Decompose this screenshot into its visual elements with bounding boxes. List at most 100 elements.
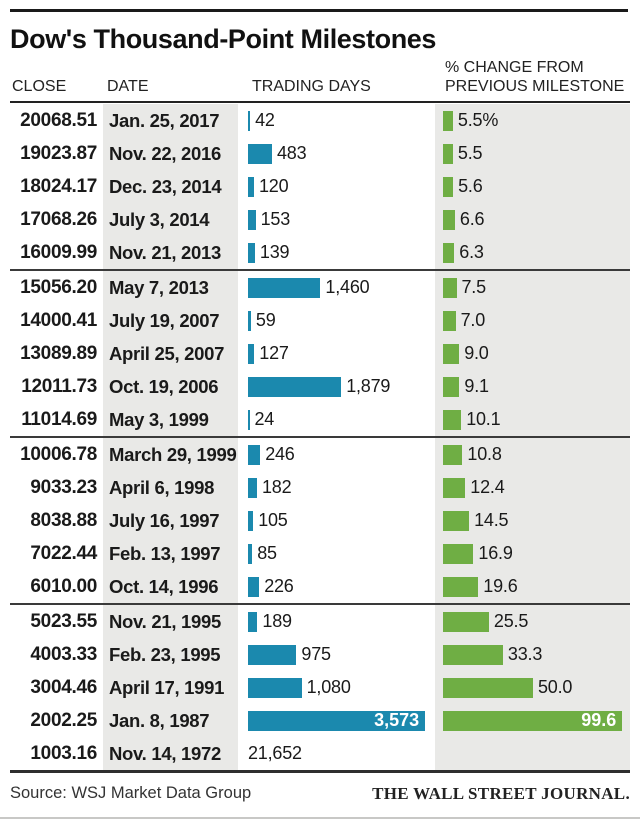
pct-change-bar [443, 444, 463, 465]
date-value: May 3, 1999 [103, 403, 238, 436]
pct-change-cell: 6.6 [435, 203, 630, 236]
trading-days-bar [248, 343, 255, 364]
pct-change-cell: 19.6 [435, 570, 630, 603]
trading-days-cell: 1,460 [238, 271, 435, 304]
pct-change-cell: 6.3 [435, 236, 630, 269]
date-value: Feb. 13, 1997 [103, 537, 238, 570]
pct-change-bar [443, 510, 470, 531]
pct-change-value: 10.8 [467, 444, 502, 464]
trading-days-bar [248, 510, 254, 531]
trading-days-cell: 85 [238, 537, 435, 570]
pct-change-cell: 9.0 [435, 337, 630, 370]
date-value: Feb. 23, 1995 [103, 638, 238, 671]
trading-days-cell: 21,652 [238, 737, 435, 770]
date-value: July 3, 2014 [103, 203, 238, 236]
col-header-trading-days: TRADING DAYS [252, 78, 371, 95]
table-row: 20068.51 Jan. 25, 2017 42 5.5% [10, 104, 630, 137]
date-value: July 16, 1997 [103, 504, 238, 537]
pct-change-cell: 16.9 [435, 537, 630, 570]
table-row: 8038.88 July 16, 1997 105 14.5 [10, 504, 630, 537]
table-row: 15056.20 May 7, 2013 1,460 7.5 [10, 271, 630, 304]
trading-days-value: 127 [259, 343, 289, 363]
table-row: 7022.44 Feb. 13, 1997 85 16.9 [10, 537, 630, 570]
close-value: 15056.20 [20, 276, 97, 298]
table-row: 17068.26 July 3, 2014 153 6.6 [10, 203, 630, 236]
column-headers: CLOSE DATE TRADING DAYS % CHANGE FROM PR… [10, 55, 630, 99]
trading-days-cell: 246 [238, 438, 435, 471]
col-header-pct-line2: PREVIOUS MILESTONE [445, 78, 625, 95]
pct-change-value: 16.9 [478, 543, 513, 563]
chart-title: Dow's Thousand-Point Milestones [10, 24, 437, 54]
trading-days-cell: 105 [238, 504, 435, 537]
trading-days-value: 246 [265, 444, 295, 464]
table-row: 10006.78 March 29, 1999 246 10.8 [10, 438, 630, 471]
pct-change-value: 19.6 [483, 576, 518, 596]
table-row: 12011.73 Oct. 19, 2006 1,879 9.1 [10, 370, 630, 403]
date-value: Oct. 14, 1996 [103, 570, 238, 603]
close-value: 11014.69 [21, 408, 97, 430]
pct-change-cell: 50.0 [435, 671, 630, 704]
trading-days-value: 59 [255, 310, 276, 330]
pct-change-value: 7.0 [460, 310, 486, 330]
pct-change-cell [435, 737, 630, 770]
date-value: May 7, 2013 [103, 271, 238, 304]
col-header-pct-change: % CHANGE FROM PREVIOUS MILESTONE [445, 58, 624, 96]
close-value: 7022.44 [30, 542, 97, 564]
trading-days-bar [248, 143, 272, 164]
trading-days-cell: 226 [238, 570, 435, 603]
trading-days-cell: 182 [238, 471, 435, 504]
close-value: 13089.89 [20, 342, 97, 364]
pct-change-cell: 10.8 [435, 438, 630, 471]
close-value: 12011.73 [21, 375, 97, 397]
table-row: 18024.17 Dec. 23, 2014 120 5.6 [10, 170, 630, 203]
milestone-group: 5023.55 Nov. 21, 1995 189 25.5 4003.33 Feb. 2… [10, 603, 630, 770]
milestones-table: 20068.51 Jan. 25, 2017 42 5.5% 19023.87 Nov. … [10, 104, 630, 773]
pct-change-bar [443, 343, 460, 364]
trading-days-cell: 975 [238, 638, 435, 671]
pct-change-cell: 5.5% [435, 104, 630, 137]
pct-change-value: 14.5 [474, 510, 509, 530]
pct-change-value: 5.5% [457, 110, 499, 130]
trading-days-value: 21,652 [248, 743, 302, 763]
table-row: 6010.00 Oct. 14, 1996 226 19.6 [10, 570, 630, 603]
date-value: Dec. 23, 2014 [103, 170, 238, 203]
date-value: March 29, 1999 [103, 438, 238, 471]
date-value: Nov. 21, 1995 [103, 605, 238, 638]
pct-change-bar [443, 543, 474, 564]
pct-change-bar [443, 176, 454, 197]
trading-days-bar [248, 576, 260, 597]
trading-days-cell: 3,573 [238, 704, 435, 737]
table-row: 14000.41 July 19, 2007 59 7.0 [10, 304, 630, 337]
trading-days-value: 120 [259, 176, 289, 196]
pct-change-cell: 7.0 [435, 304, 630, 337]
pct-change-bar [443, 376, 460, 397]
trading-days-bar [248, 277, 321, 298]
milestone-group: 15056.20 May 7, 2013 1,460 7.5 14000.41 July … [10, 269, 630, 436]
close-value: 8038.88 [30, 509, 97, 531]
trading-days-cell: 483 [238, 137, 435, 170]
col-header-date: DATE [107, 78, 149, 95]
close-value: 19023.87 [20, 142, 97, 164]
trading-days-value: 153 [260, 209, 291, 229]
pct-change-bar [443, 576, 479, 597]
pct-change-bar [443, 209, 455, 230]
trading-days-bar [248, 110, 251, 131]
wsj-masthead: THE WALL STREET JOURNAL. [372, 784, 630, 803]
trading-days-value: 85 [257, 543, 277, 563]
milestone-group: 10006.78 March 29, 1999 246 10.8 9033.23 Apri… [10, 436, 630, 603]
close-value: 2002.25 [30, 709, 97, 731]
table-row: 11014.69 May 3, 1999 24 10.1 [10, 403, 630, 436]
trading-days-cell: 1,879 [238, 370, 435, 403]
pct-change-cell: 12.4 [435, 471, 630, 504]
trading-days-cell: 153 [238, 203, 435, 236]
pct-change-bar [443, 110, 453, 131]
date-value: Oct. 19, 2006 [103, 370, 238, 403]
trading-days-value: 42 [255, 110, 275, 130]
table-row: 16009.99 Nov. 21, 2013 139 6.3 [10, 236, 630, 269]
trading-days-cell: 127 [238, 337, 435, 370]
top-rule [10, 9, 628, 12]
date-value: April 25, 2007 [103, 337, 238, 370]
date-value: April 6, 1998 [103, 471, 238, 504]
pct-change-cell: 7.5 [435, 271, 630, 304]
pct-change-value: 33.3 [507, 644, 543, 664]
